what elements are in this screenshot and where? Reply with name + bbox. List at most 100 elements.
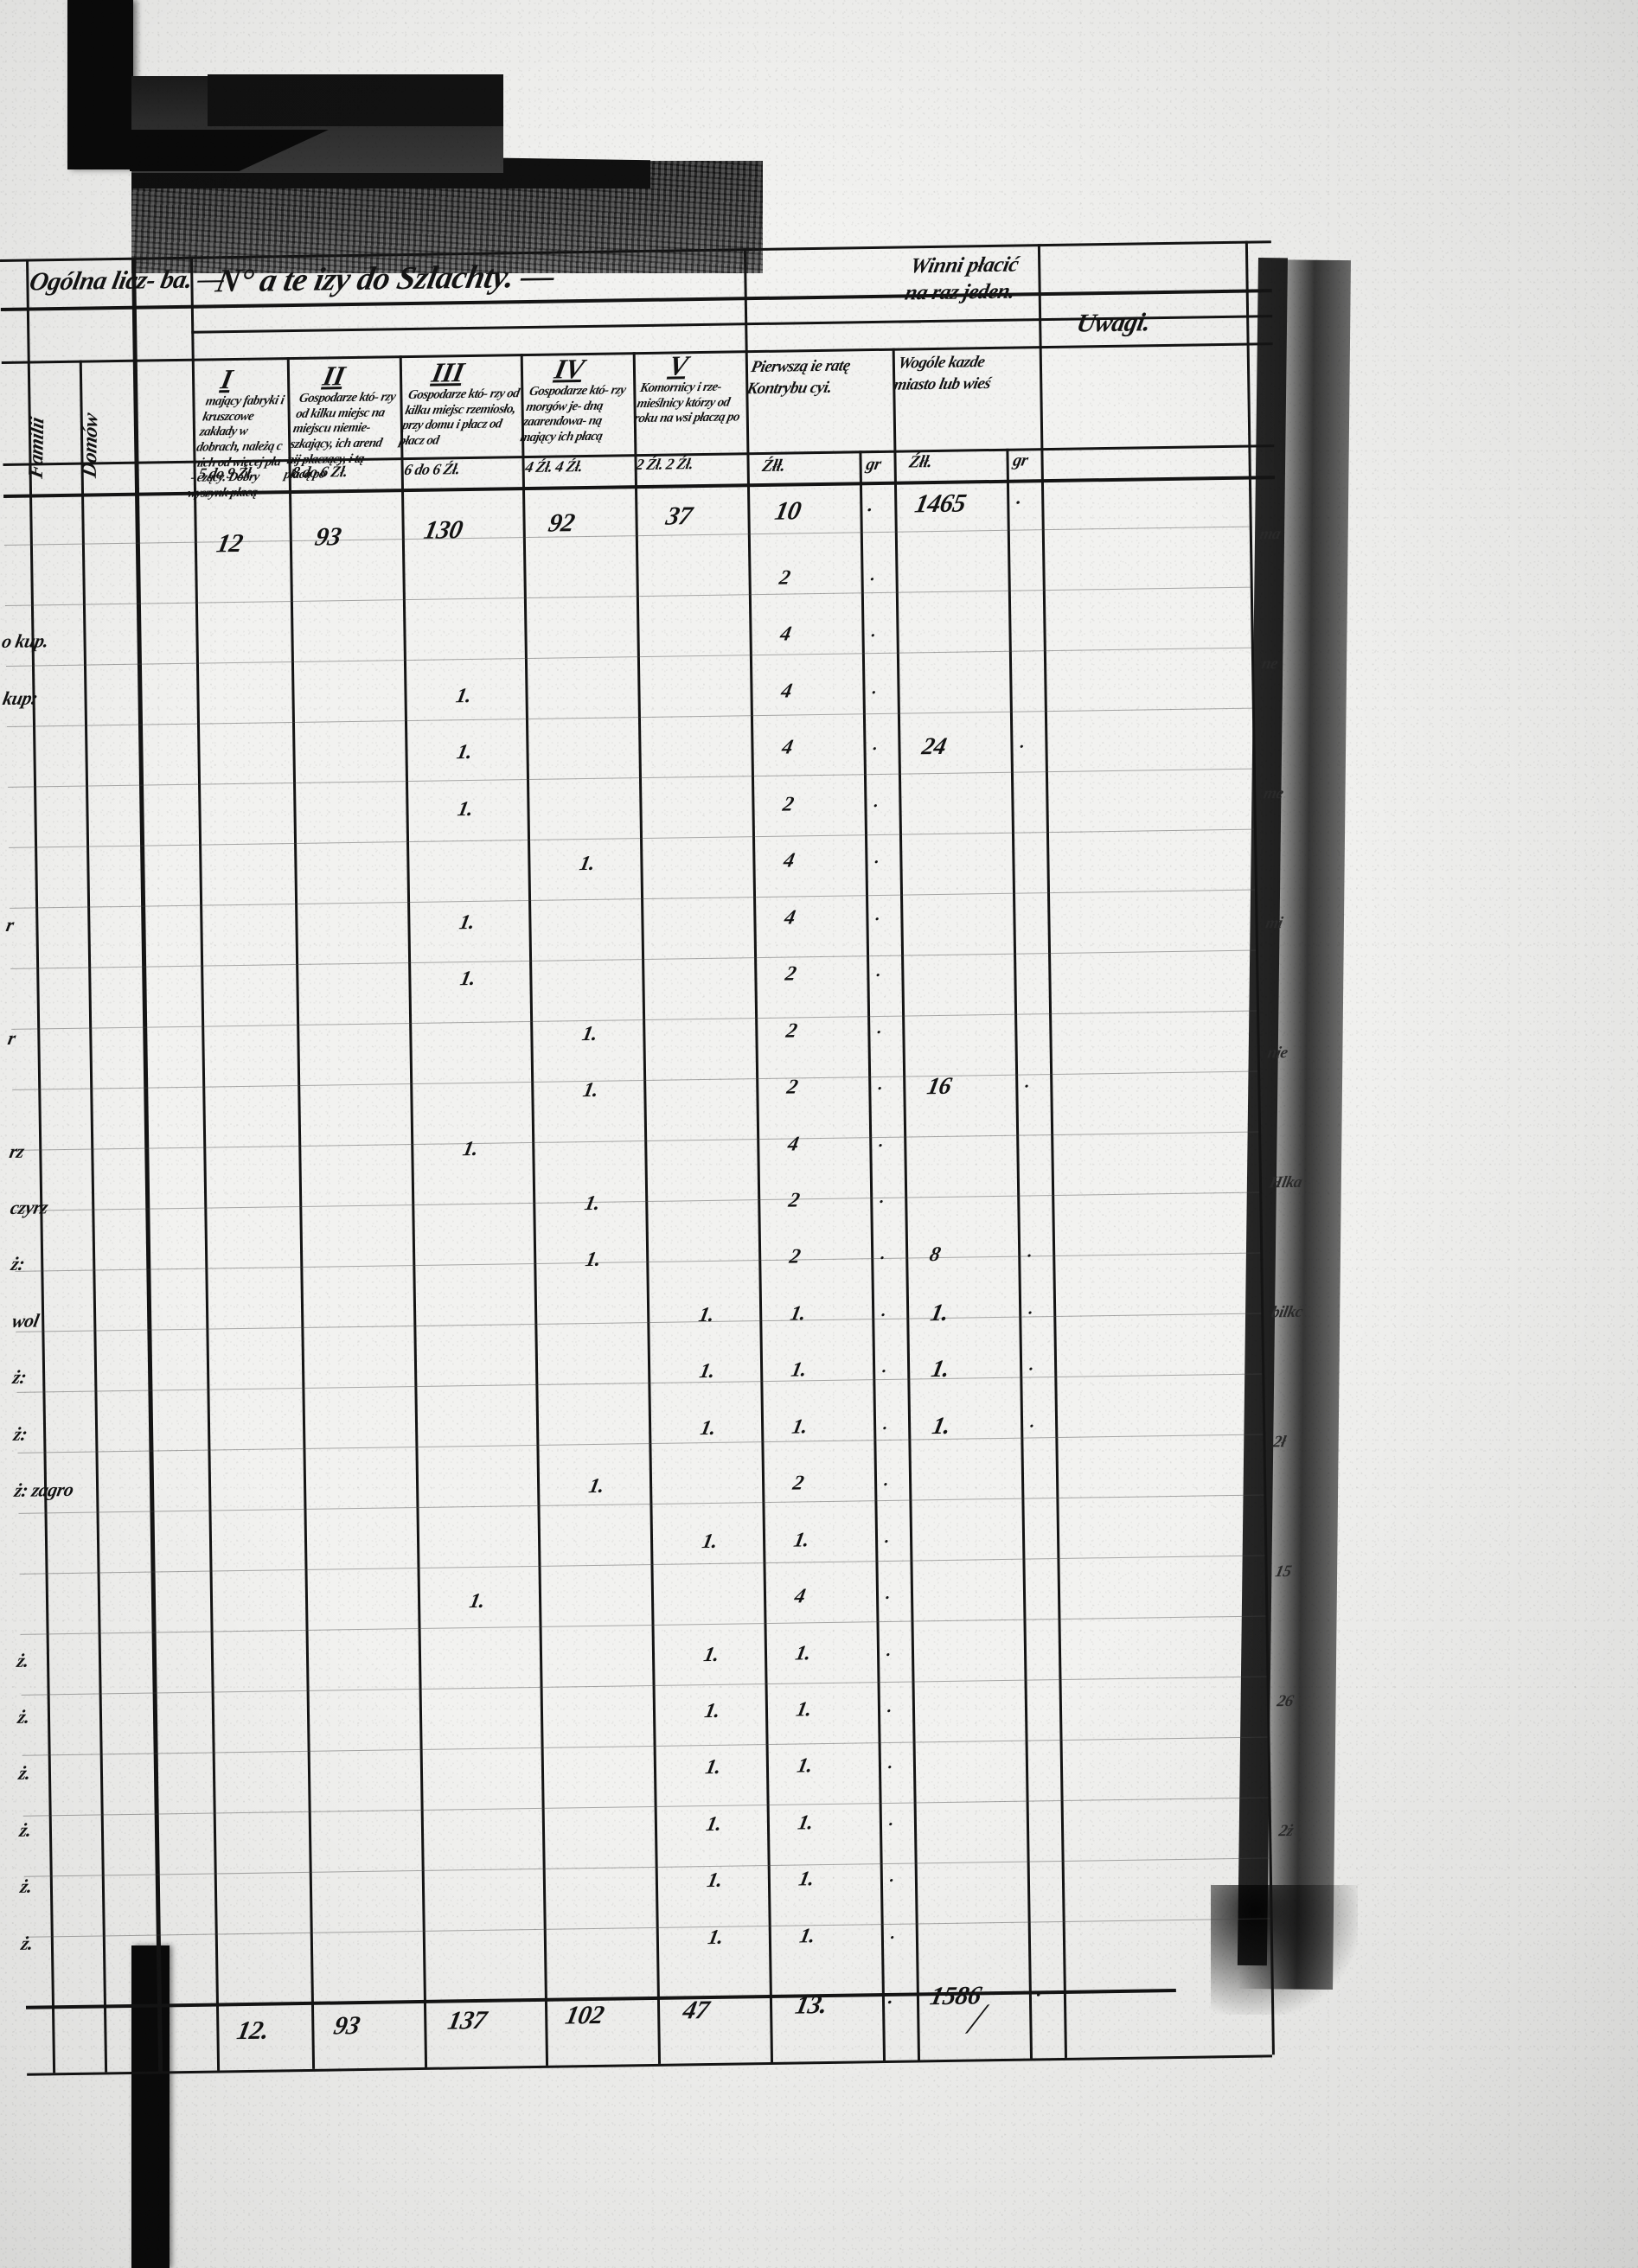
right-margin-note: me [1262, 784, 1285, 803]
col-header-numeral-V: V [666, 349, 691, 381]
table-cell-IV: 1. [582, 1191, 602, 1216]
table-cell-r1: 4 [777, 623, 793, 647]
table-cell-III: 1. [455, 797, 476, 821]
table-cell-V: 1. [697, 1360, 717, 1383]
table-cell-III: 1. [457, 968, 477, 991]
left-margin-note: rz [7, 1140, 26, 1162]
table-cell-r1: 2 [780, 793, 796, 816]
subheader-pierwsza-rate: Pierwszą ie ratę Kontrybu cyi. [745, 356, 852, 398]
right-margin-note: 15 [1273, 1562, 1293, 1581]
table-cell-IV: 1. [579, 1022, 599, 1045]
table-cell-r1g: . [883, 1527, 892, 1547]
table-cell-r1: 1. [791, 1528, 811, 1552]
table-cell-r1g: . [882, 1471, 891, 1491]
table-cell-V: 1. [704, 1812, 724, 1837]
table-cell-r2: 1. [930, 1412, 953, 1440]
table-cell-r1: 2 [786, 1189, 802, 1212]
table-cell-IV: 1. [583, 1249, 603, 1272]
table-cell-r1g: . [888, 1867, 897, 1887]
rate-row-II: 8 do 6 Źł. [290, 463, 349, 482]
table-cell-r1g: . [889, 1923, 898, 1943]
table-cell-r2: 24 [919, 733, 949, 761]
left-margin-note: wol [10, 1309, 42, 1332]
col-caption-I: mający fabryki i kruszcowe zakłady w dob… [186, 393, 285, 501]
table-cell-III: 1. [454, 741, 475, 764]
table-cell-IV: 1. [577, 853, 598, 876]
table-cell-r2: 1. [928, 1299, 951, 1327]
right-margin-note: nie [1265, 1043, 1289, 1063]
totals-cell-pierwsza: 13. [792, 1990, 830, 2020]
rule-v-uwagi-left [1037, 244, 1067, 2058]
group-header-winni-placic: Winni płacić na raz jeden. — [897, 252, 1021, 333]
totals-cell-I: 12. [234, 2016, 272, 2046]
table-cell-IV: 1. [586, 1474, 606, 1498]
table-cell-r1g: . [881, 1414, 890, 1434]
rule-v-uwagi-right [1244, 240, 1275, 2055]
table-cell-r1g: . [877, 1074, 885, 1095]
table-cell-r2g: . [1024, 1072, 1032, 1092]
table-cell-r1g: . [885, 1640, 893, 1660]
unit-pierwsza-zlp: Źłł. [760, 456, 787, 476]
table-cell-r1: 1. [790, 1415, 809, 1439]
left-margin-note: r [5, 1026, 17, 1049]
page-edge-dark-bottom-right [1211, 1885, 1358, 2015]
table-cell-IV: 1. [580, 1078, 600, 1102]
table-cell-r1g: . [873, 791, 881, 811]
damage-blot-spine [131, 1945, 170, 2268]
table-cell-r1: 2 [784, 1019, 799, 1043]
table-cell-r1: 1. [794, 1698, 814, 1722]
rule-v-col-pierwsza [743, 248, 774, 2063]
rule-v-left-margin [25, 259, 56, 2073]
right-margin-note: ne [1260, 655, 1280, 674]
table-cell-r1: 1. [795, 1754, 815, 1778]
subheader-domow: Domów [78, 411, 103, 480]
table-cell-r1: 4 [792, 1585, 808, 1608]
table-cell-r1g: . [886, 1696, 894, 1716]
table-cell-r1g: . [869, 565, 878, 585]
table-cell-r1: 4 [781, 849, 797, 872]
left-margin-note: kup: [1, 687, 40, 709]
table-cell-r1: 2 [790, 1472, 806, 1495]
table-cell-III: 1. [453, 684, 474, 708]
table-cell-r1: 1. [788, 1302, 808, 1326]
table-cell-r1g: . [880, 1300, 888, 1320]
right-margin-note: ma [1257, 525, 1283, 544]
summary-cell-wogole-gr: . [1014, 486, 1024, 508]
col-caption-IV: Gospodarze któ‑ rzy morgów je‑ dną zaare… [519, 383, 627, 445]
summary-cell-IV: 92 [546, 508, 577, 538]
page-title: N° a te izy do Szlachty. — [213, 258, 558, 300]
right-margin-note: bilkc [1270, 1302, 1304, 1322]
table-cell-r2g: . [1028, 1412, 1037, 1432]
rule-totals-bottom [27, 2054, 1273, 2076]
table-cell-r1: 1. [797, 1924, 817, 1948]
table-cell-r1g: . [880, 1244, 887, 1264]
col-header-numeral-IV: IV [552, 352, 587, 385]
ledger-sheet: Ogólna licz‑ ba. — N° a te izy do Szlach… [0, 240, 1305, 2076]
left-margin-note: o kup. [0, 629, 51, 653]
unit-pierwsza-gr: gr [864, 454, 883, 475]
table-cell-r1g: . [887, 1810, 896, 1830]
table-cell-r2g: . [1026, 1242, 1034, 1262]
table-cell-r1: 4 [778, 680, 794, 703]
left-margin-note: ż. [16, 1762, 33, 1785]
table-cell-r1: 1. [793, 1641, 813, 1665]
left-margin-note: ż. [15, 1649, 31, 1671]
right-margin-note: 2ż [1277, 1821, 1296, 1841]
table-cell-V: 1. [698, 1416, 718, 1440]
left-margin-note: ż. [16, 1705, 32, 1728]
damage-blot-top-left [67, 0, 133, 169]
table-cell-III: 1. [467, 1589, 487, 1613]
table-cell-r1: 2 [777, 566, 792, 590]
totals-cell-pierwsza-gr: . [886, 1985, 896, 2009]
totals-cell-III: 137 [445, 2005, 489, 2035]
table-cell-r1g: . [873, 848, 882, 868]
summary-cell-V: 37 [663, 502, 694, 531]
table-cell-r1g: . [876, 1018, 884, 1038]
table-cell-r1g: . [872, 735, 880, 755]
col-header-numeral-I: I [218, 362, 235, 395]
table-cell-V: 1. [701, 1643, 721, 1666]
right-margin-note: 26 [1275, 1691, 1295, 1711]
table-cell-r1g: . [870, 622, 879, 642]
group-header-ogolna-liczba: Ogólna licz‑ ba. — [27, 265, 227, 297]
